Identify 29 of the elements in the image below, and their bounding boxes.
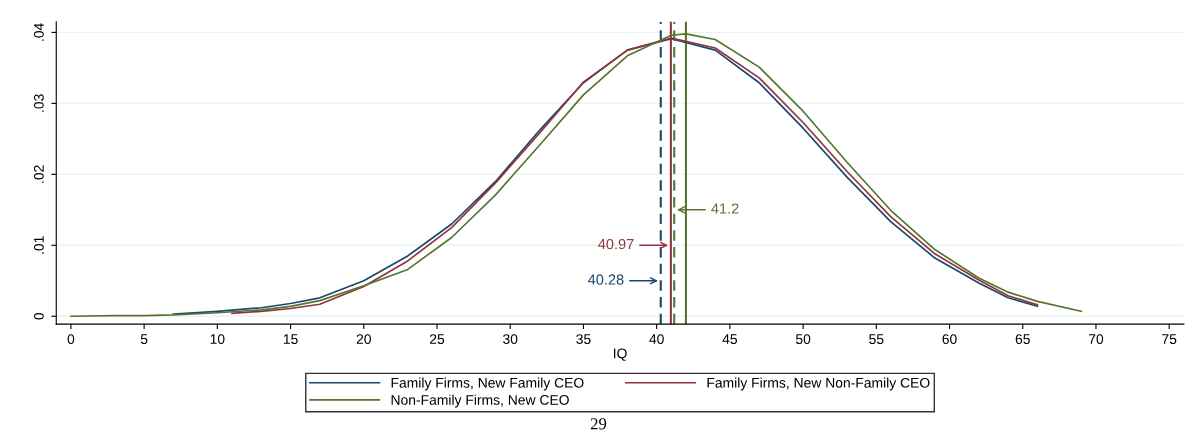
x-tick-label: 40 <box>649 334 664 344</box>
y-tick-label: .04 <box>33 23 44 41</box>
x-tick-label: 75 <box>1162 334 1177 344</box>
legend-label: Non-Family Firms, New CEO <box>391 394 569 408</box>
annotation: 41.2 <box>711 203 739 214</box>
x-tick-label: 60 <box>942 334 957 344</box>
y-tick-label: 0 <box>33 312 44 320</box>
text: 29 <box>590 418 607 430</box>
x-tick-label: 25 <box>429 334 445 344</box>
x-tick-label: 20 <box>356 334 371 344</box>
y-tick-label: .02 <box>33 165 44 183</box>
x-tick-label: 55 <box>869 334 884 344</box>
x-tick-label: 70 <box>1088 334 1104 344</box>
x-axis-title: IQ <box>614 348 627 361</box>
x-tick-label: 65 <box>1015 334 1030 344</box>
x-tick-label: 15 <box>283 334 298 344</box>
annotation: 40.28 <box>587 274 624 285</box>
x-tick-label: 50 <box>795 334 811 344</box>
x-tick-label: 30 <box>503 334 518 344</box>
x-tick-label: 45 <box>722 334 738 344</box>
x-tick-label: 10 <box>210 334 225 344</box>
x-tick-label: 35 <box>576 334 591 344</box>
annotation: 40.97 <box>598 238 634 250</box>
x-tick-label: 5 <box>140 334 148 344</box>
legend-label: Family Firms, New Non-Family CEO <box>707 377 930 391</box>
legend-label: Family Firms, New Family CEO <box>391 377 584 391</box>
y-tick-label: .03 <box>33 94 44 112</box>
x-tick-label: 0 <box>67 334 75 344</box>
y-tick-label: .01 <box>33 236 44 254</box>
